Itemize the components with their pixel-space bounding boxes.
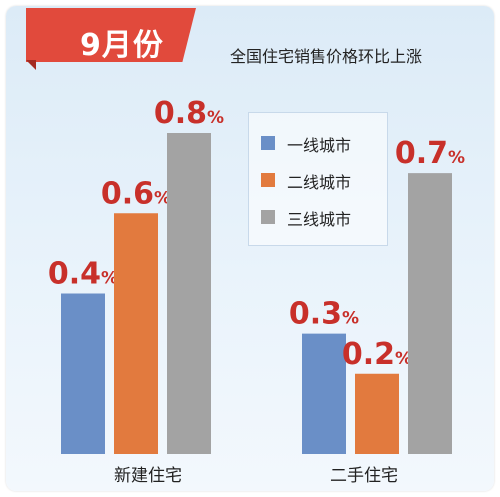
bar-value-label: 0.2%: [342, 337, 412, 372]
legend-item: 一线城市: [249, 131, 387, 155]
bar-resale-series-3: [408, 173, 452, 454]
bar-value-label: 0.4%: [48, 257, 118, 292]
bar-new-series-3: [167, 133, 211, 454]
legend-label: 一线城市: [287, 136, 352, 155]
bar-value-label: 0.3%: [289, 297, 359, 332]
category-label: 二手住宅: [330, 466, 398, 486]
bar-resale-series-1: [302, 333, 346, 454]
legend-swatch: [261, 173, 275, 187]
legend: 一线城市二线城市三线城市: [248, 112, 388, 246]
month-label: 9月份: [80, 28, 164, 63]
legend-swatch: [261, 210, 275, 224]
legend-label: 三线城市: [287, 210, 352, 229]
month-tab-ribbon: [26, 60, 36, 70]
bar-value-label: 0.6%: [101, 176, 171, 211]
chart-title: 全国住宅销售价格环比上涨: [230, 47, 423, 66]
category-label: 新建住宅: [114, 466, 182, 486]
bar-new-series-2: [114, 213, 158, 454]
bar-resale-series-2: [355, 373, 399, 454]
legend-swatch: [261, 136, 275, 150]
bar-value-label: 0.7%: [395, 136, 465, 171]
legend-item: 二线城市: [249, 168, 387, 192]
bar-new-series-1: [61, 293, 105, 454]
month-tab-background: [26, 8, 196, 62]
month-tab: 9月份: [26, 8, 196, 70]
legend-item: 三线城市: [249, 205, 387, 229]
bar-value-label: 0.8%: [154, 96, 224, 131]
legend-label: 二线城市: [287, 173, 352, 192]
